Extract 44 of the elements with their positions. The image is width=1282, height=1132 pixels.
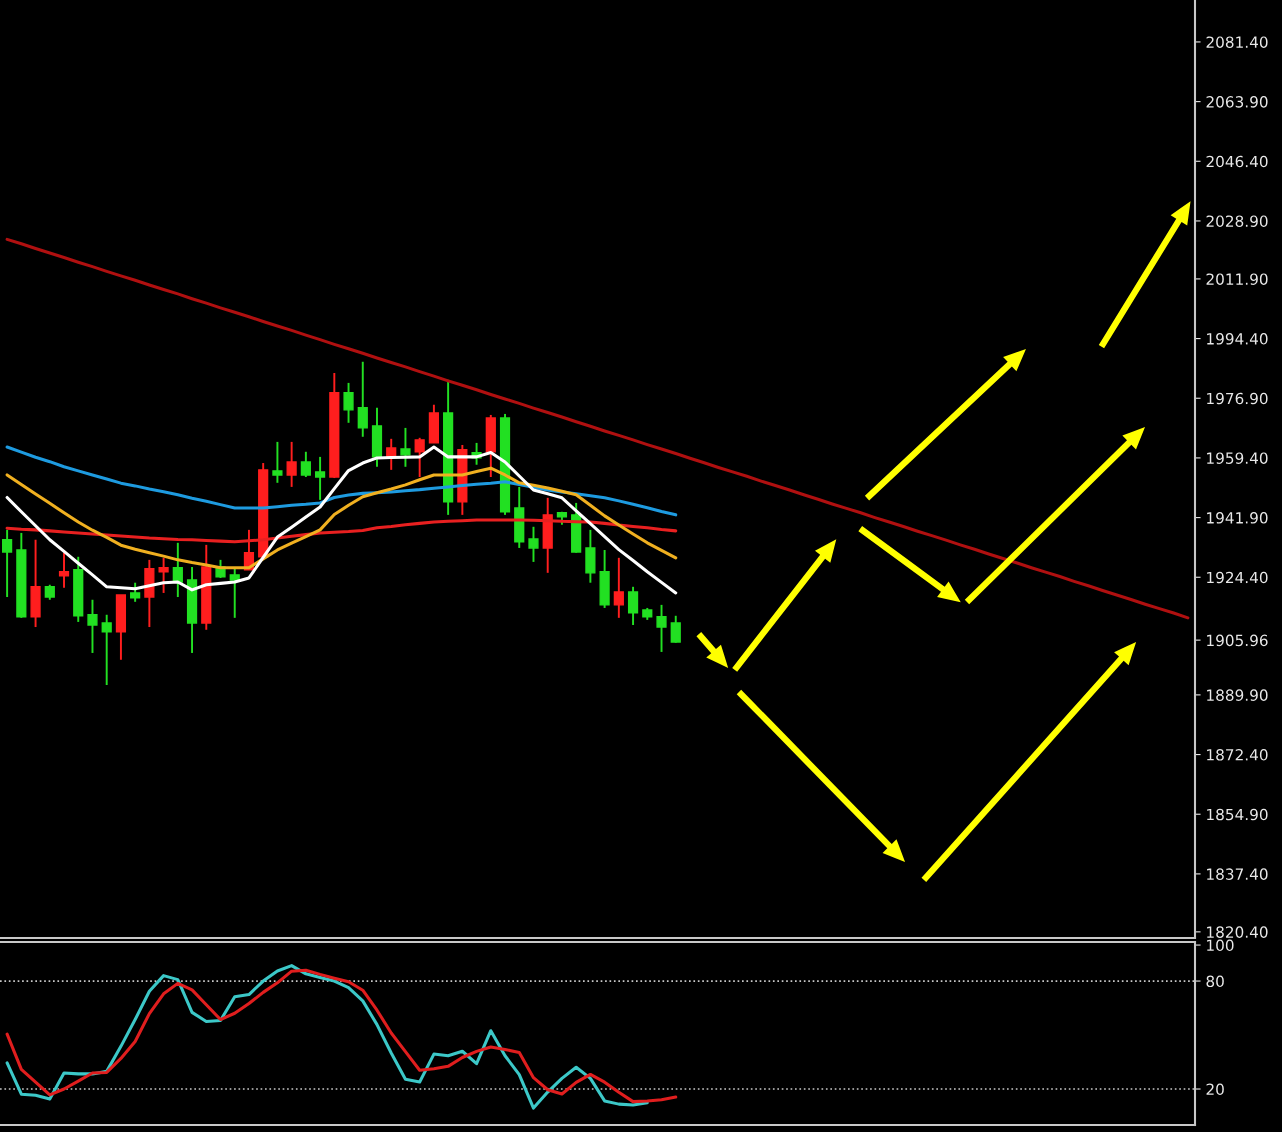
- candlestick: [613, 556, 624, 619]
- y-tick-label: 1854.90: [1207, 808, 1268, 821]
- y-tick-label: 1959.40: [1207, 452, 1268, 464]
- candlestick: [656, 603, 667, 653]
- candlestick: [286, 440, 297, 488]
- y-tick-label: 2046.40: [1206, 155, 1268, 168]
- line-series: [5, 518, 678, 544]
- y-tick-label: 20: [1206, 1083, 1224, 1096]
- y-tick-label: 100: [1207, 939, 1234, 952]
- candlestick: [414, 436, 425, 478]
- y-tick-label: 1976.90: [1207, 392, 1268, 405]
- candlestick: [87, 598, 98, 654]
- candlestick: [300, 450, 311, 478]
- line-series: [5, 237, 1190, 620]
- candlestick: [314, 455, 326, 501]
- y-tick-label: 1924.40: [1207, 571, 1268, 584]
- candlestick: [528, 525, 539, 563]
- line-series: [5, 445, 678, 595]
- y-tick-label: 1889.90: [1207, 689, 1268, 701]
- line-series: [5, 445, 678, 517]
- y-tick-label: 2028.90: [1206, 215, 1268, 227]
- y-tick-label: 1820.40: [1207, 926, 1268, 938]
- candlestick: [172, 541, 183, 598]
- y-tick-label: 1905.96: [1207, 634, 1268, 647]
- candlestick: [357, 360, 368, 438]
- candlestick: [158, 556, 169, 594]
- y-tick-label: 2011.90: [1206, 273, 1268, 285]
- candlestick: [343, 381, 354, 424]
- candlestick: [627, 585, 639, 626]
- y-tick-label: 2063.90: [1206, 96, 1268, 108]
- y-tick-label: 80: [1206, 975, 1224, 988]
- candlestick: [272, 440, 283, 484]
- candlestick: [670, 614, 681, 644]
- y-tick-label: 1872.40: [1207, 749, 1268, 761]
- candlestick: [130, 581, 141, 603]
- candlestick: [101, 613, 112, 686]
- candlestick: [58, 551, 70, 589]
- y-tick-label: 1994.40: [1207, 333, 1268, 345]
- y-tick-label: 1941.90: [1207, 512, 1268, 524]
- y-tick-label: 2081.40: [1206, 36, 1268, 48]
- y-tick-label: 1837.40: [1207, 868, 1268, 880]
- candlestick: [2, 528, 13, 598]
- candlestick: [400, 426, 411, 468]
- candlestick: [229, 566, 240, 619]
